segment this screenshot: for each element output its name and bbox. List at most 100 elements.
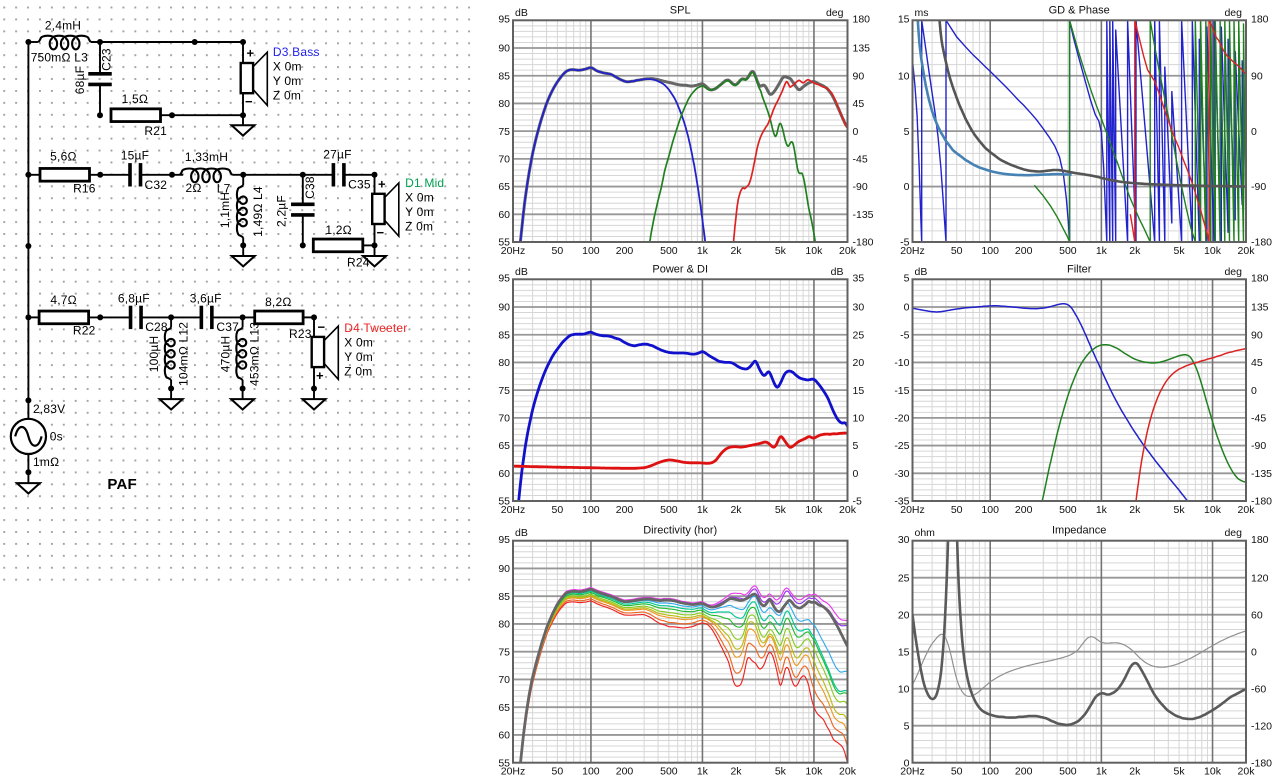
svg-text:5k: 5k xyxy=(775,504,787,516)
svg-text:Y 0m: Y 0m xyxy=(405,205,434,219)
svg-text:2k: 2k xyxy=(1129,504,1141,516)
svg-text:10k: 10k xyxy=(805,766,823,778)
svg-text:dB: dB xyxy=(831,266,844,278)
svg-text:70: 70 xyxy=(498,413,510,425)
svg-text:10: 10 xyxy=(853,413,865,425)
svg-text:0: 0 xyxy=(904,302,910,314)
svg-text:20k: 20k xyxy=(839,504,857,516)
svg-text:20Hz: 20Hz xyxy=(900,504,925,516)
svg-text:X 0m: X 0m xyxy=(273,60,302,74)
svg-text:1,49Ω L4: 1,49Ω L4 xyxy=(251,186,265,237)
svg-text:20Hz: 20Hz xyxy=(501,766,526,778)
svg-text:-15: -15 xyxy=(894,385,909,397)
svg-text:-180: -180 xyxy=(1251,757,1272,769)
svg-text:470µH: 470µH xyxy=(219,336,233,373)
svg-text:-5: -5 xyxy=(900,329,909,341)
svg-text:20Hz: 20Hz xyxy=(900,245,925,257)
svg-text:50: 50 xyxy=(552,766,564,778)
svg-text:50: 50 xyxy=(951,245,963,257)
svg-text:0: 0 xyxy=(904,757,910,769)
svg-text:500: 500 xyxy=(660,766,678,778)
svg-text:70: 70 xyxy=(498,674,510,686)
svg-text:R24: R24 xyxy=(347,256,370,270)
svg-text:60: 60 xyxy=(498,730,510,742)
svg-text:-35: -35 xyxy=(894,496,909,508)
svg-text:−: − xyxy=(318,319,326,334)
svg-text:C37: C37 xyxy=(216,320,239,334)
svg-text:+: + xyxy=(378,176,386,191)
svg-text:deg: deg xyxy=(1224,266,1242,278)
svg-text:R16: R16 xyxy=(73,182,96,196)
svg-text:-180: -180 xyxy=(1251,237,1272,249)
svg-text:-135: -135 xyxy=(853,209,874,221)
svg-text:100µH: 100µH xyxy=(147,336,161,373)
svg-text:5: 5 xyxy=(904,720,910,732)
svg-text:20Hz: 20Hz xyxy=(900,766,925,778)
svg-text:0: 0 xyxy=(853,126,859,138)
svg-text:60: 60 xyxy=(498,209,510,221)
svg-text:500: 500 xyxy=(660,504,678,516)
svg-text:60: 60 xyxy=(1251,609,1263,621)
svg-text:-10: -10 xyxy=(894,357,909,369)
svg-text:1mΩ: 1mΩ xyxy=(33,455,59,469)
svg-text:-135: -135 xyxy=(1251,468,1272,480)
svg-text:D3 Bass: D3 Bass xyxy=(273,45,320,59)
svg-text:3,6µF: 3,6µF xyxy=(190,292,222,306)
svg-text:-5: -5 xyxy=(900,237,909,249)
svg-text:1k: 1k xyxy=(697,245,709,257)
svg-text:95: 95 xyxy=(498,534,510,546)
svg-text:−: − xyxy=(377,225,385,240)
svg-text:ms: ms xyxy=(915,7,929,19)
svg-text:2,83V: 2,83V xyxy=(33,402,65,416)
svg-text:10k: 10k xyxy=(1204,766,1222,778)
svg-text:10k: 10k xyxy=(1204,504,1222,516)
svg-text:5,6Ω: 5,6Ω xyxy=(50,150,76,164)
svg-text:80: 80 xyxy=(498,357,510,369)
svg-text:deg: deg xyxy=(1224,527,1242,539)
svg-text:dB: dB xyxy=(515,527,528,539)
svg-text:0: 0 xyxy=(904,181,910,193)
svg-text:Z 0m: Z 0m xyxy=(405,220,433,234)
svg-text:200: 200 xyxy=(1015,766,1033,778)
svg-text:1k: 1k xyxy=(697,504,709,516)
svg-text:GD & Phase: GD & Phase xyxy=(1049,4,1110,16)
svg-text:20: 20 xyxy=(898,609,910,621)
svg-text:180: 180 xyxy=(1251,534,1269,546)
svg-text:2k: 2k xyxy=(1129,245,1141,257)
svg-text:20k: 20k xyxy=(1238,245,1256,257)
svg-text:60: 60 xyxy=(498,468,510,480)
svg-text:Filter: Filter xyxy=(1067,263,1092,275)
svg-text:C38: C38 xyxy=(303,176,317,199)
svg-text:65: 65 xyxy=(498,440,510,452)
svg-text:200: 200 xyxy=(616,245,634,257)
svg-text:50: 50 xyxy=(951,766,963,778)
svg-text:C28: C28 xyxy=(145,320,168,334)
svg-text:X 0m: X 0m xyxy=(405,191,434,205)
svg-text:5k: 5k xyxy=(775,245,787,257)
svg-text:+: + xyxy=(316,368,324,383)
svg-text:80: 80 xyxy=(498,98,510,110)
svg-text:135: 135 xyxy=(853,43,871,55)
svg-text:500: 500 xyxy=(1059,245,1077,257)
svg-text:30: 30 xyxy=(898,534,910,546)
svg-text:20: 20 xyxy=(853,357,865,369)
svg-text:1k: 1k xyxy=(1096,245,1108,257)
svg-text:10k: 10k xyxy=(805,504,823,516)
svg-text:Impedance: Impedance xyxy=(1052,525,1106,537)
svg-text:90: 90 xyxy=(1251,329,1263,341)
svg-text:180: 180 xyxy=(1251,14,1269,26)
svg-text:5: 5 xyxy=(853,440,859,452)
svg-text:180: 180 xyxy=(853,14,871,26)
svg-text:104mΩ L12: 104mΩ L12 xyxy=(176,322,190,386)
svg-text:-30: -30 xyxy=(894,468,909,480)
svg-text:200: 200 xyxy=(1015,504,1033,516)
svg-text:65: 65 xyxy=(498,181,510,193)
svg-text:1,2Ω: 1,2Ω xyxy=(325,223,351,237)
svg-text:2Ω: 2Ω xyxy=(186,181,202,195)
svg-text:8,2Ω: 8,2Ω xyxy=(265,295,291,309)
svg-text:50: 50 xyxy=(951,504,963,516)
svg-text:2k: 2k xyxy=(730,245,742,257)
svg-text:85: 85 xyxy=(498,591,510,603)
svg-text:500: 500 xyxy=(1059,766,1077,778)
svg-text:50: 50 xyxy=(552,245,564,257)
